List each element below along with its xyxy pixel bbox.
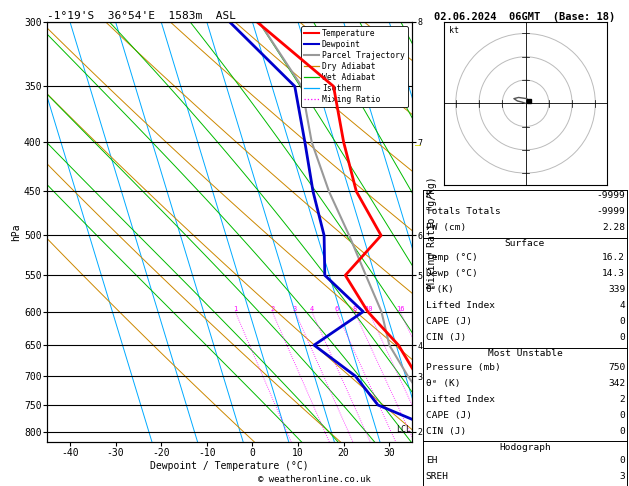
Text: 10: 10 [365,306,373,312]
Text: LCL: LCL [396,425,411,434]
Text: 0: 0 [620,411,625,420]
Text: Lifted Index: Lifted Index [426,395,495,404]
Text: 8: 8 [352,306,357,312]
Text: 4: 4 [620,301,625,310]
Text: Hodograph: Hodograph [499,443,551,452]
Text: —: — [415,140,421,150]
Legend: Temperature, Dewpoint, Parcel Trajectory, Dry Adiabat, Wet Adiabat, Isotherm, Mi: Temperature, Dewpoint, Parcel Trajectory… [301,26,408,107]
Text: K: K [426,191,431,200]
Text: 16.2: 16.2 [602,253,625,262]
Text: 02.06.2024  06GMT  (Base: 18): 02.06.2024 06GMT (Base: 18) [434,12,616,22]
Text: Pressure (mb): Pressure (mb) [426,363,501,372]
Text: 1: 1 [233,306,237,312]
Text: 2: 2 [270,306,274,312]
Text: CAPE (J): CAPE (J) [426,317,472,326]
Y-axis label: hPa: hPa [11,223,21,241]
Text: -1°19'S  36°54'E  1583m  ASL: -1°19'S 36°54'E 1583m ASL [47,11,236,21]
Text: © weatheronline.co.uk: © weatheronline.co.uk [258,474,371,484]
Text: θᵉ(K): θᵉ(K) [426,285,455,294]
Text: 2.28: 2.28 [602,223,625,232]
Text: kt: kt [448,27,459,35]
Text: 2: 2 [620,395,625,404]
Y-axis label: Mixing Ratio (g/kg): Mixing Ratio (g/kg) [426,176,437,288]
Text: 0: 0 [620,456,625,466]
Text: 4: 4 [309,306,314,312]
Text: -9999: -9999 [596,191,625,200]
Text: 342: 342 [608,379,625,388]
Text: Most Unstable: Most Unstable [487,349,562,358]
Text: SREH: SREH [426,472,449,482]
Text: Dewp (°C): Dewp (°C) [426,269,477,278]
Text: 0: 0 [620,427,625,436]
Text: Surface: Surface [505,239,545,248]
Text: CIN (J): CIN (J) [426,333,466,342]
Text: CAPE (J): CAPE (J) [426,411,472,420]
Text: 3: 3 [620,472,625,482]
Text: 6: 6 [334,306,338,312]
Text: 0: 0 [620,317,625,326]
Text: Temp (°C): Temp (°C) [426,253,477,262]
Text: 750: 750 [608,363,625,372]
Text: 0: 0 [620,333,625,342]
X-axis label: Dewpoint / Temperature (°C): Dewpoint / Temperature (°C) [150,461,309,470]
Text: 3: 3 [293,306,297,312]
Text: 16: 16 [396,306,404,312]
Text: EH: EH [426,456,437,466]
Text: 14.3: 14.3 [602,269,625,278]
Text: Totals Totals: Totals Totals [426,207,501,216]
Text: 339: 339 [608,285,625,294]
Text: θᵉ (K): θᵉ (K) [426,379,460,388]
Text: -9999: -9999 [596,207,625,216]
Text: CIN (J): CIN (J) [426,427,466,436]
Text: Lifted Index: Lifted Index [426,301,495,310]
Text: PW (cm): PW (cm) [426,223,466,232]
